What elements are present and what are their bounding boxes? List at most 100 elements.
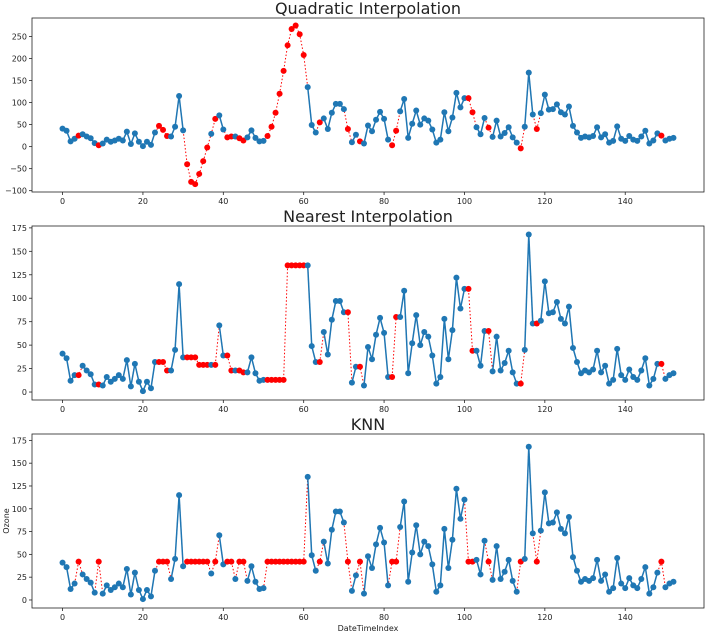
observed-point bbox=[421, 328, 428, 335]
observed-point bbox=[83, 367, 90, 374]
observed-point bbox=[573, 359, 580, 366]
observed-point bbox=[549, 519, 556, 526]
imputed-point bbox=[224, 352, 231, 359]
observed-point bbox=[324, 351, 331, 358]
imputed-point bbox=[284, 42, 291, 49]
observed-point bbox=[103, 374, 110, 381]
observed-point bbox=[453, 274, 460, 281]
observed-point bbox=[453, 485, 460, 492]
observed-point bbox=[168, 367, 175, 374]
y-tick-label: 125 bbox=[12, 482, 27, 491]
observed-point bbox=[445, 565, 452, 572]
observed-point bbox=[634, 376, 641, 383]
observed-point bbox=[557, 525, 564, 532]
observed-point bbox=[385, 136, 392, 143]
y-tick-label: 175 bbox=[12, 436, 27, 445]
observed-point bbox=[119, 375, 126, 382]
observed-point bbox=[304, 473, 311, 480]
observed-point bbox=[127, 140, 134, 147]
imputed-point bbox=[389, 142, 396, 149]
observed-point bbox=[99, 382, 106, 389]
observed-point bbox=[151, 567, 158, 574]
observed-point bbox=[377, 108, 384, 115]
y-tick-label: 25 bbox=[17, 365, 27, 374]
observed-point bbox=[473, 124, 480, 131]
observed-point bbox=[457, 305, 464, 312]
imputed-point bbox=[344, 309, 351, 316]
observed-point bbox=[654, 569, 661, 576]
observed-point bbox=[541, 278, 548, 285]
observed-point bbox=[610, 376, 617, 383]
observed-point bbox=[176, 92, 183, 99]
observed-point bbox=[521, 123, 528, 130]
observed-point bbox=[244, 134, 251, 141]
observed-point bbox=[365, 344, 371, 351]
imputed-point bbox=[276, 90, 283, 97]
y-tick-label: 25 bbox=[17, 573, 27, 582]
imputed-point bbox=[228, 558, 235, 565]
observed-point bbox=[208, 570, 215, 577]
observed-point bbox=[172, 555, 179, 562]
observed-point bbox=[477, 131, 484, 138]
observed-point bbox=[650, 375, 657, 382]
observed-point bbox=[401, 287, 408, 294]
observed-series-line bbox=[246, 563, 264, 590]
observed-point bbox=[312, 567, 319, 574]
observed-point bbox=[312, 129, 319, 136]
observed-point bbox=[147, 593, 154, 600]
observed-point bbox=[433, 380, 440, 387]
observed-point bbox=[216, 112, 223, 119]
imputed-point bbox=[292, 22, 299, 29]
imputed-point bbox=[658, 558, 665, 565]
observed-point bbox=[590, 366, 597, 373]
imputed-point bbox=[184, 161, 191, 168]
observed-point bbox=[115, 580, 122, 587]
observed-point bbox=[405, 578, 412, 585]
observed-point bbox=[421, 538, 428, 545]
observed-point bbox=[445, 356, 452, 363]
observed-point bbox=[381, 539, 388, 546]
observed-point bbox=[501, 359, 508, 366]
observed-point bbox=[248, 563, 255, 570]
observed-point bbox=[405, 370, 412, 377]
observed-point bbox=[429, 561, 436, 568]
observed-point bbox=[304, 84, 311, 91]
observed-point bbox=[622, 137, 629, 144]
observed-point bbox=[614, 345, 621, 352]
observed-point bbox=[569, 554, 576, 561]
observed-point bbox=[569, 122, 576, 129]
x-tick-label: 80 bbox=[379, 197, 389, 206]
observed-point bbox=[147, 385, 154, 392]
observed-point bbox=[232, 576, 239, 582]
observed-point bbox=[449, 114, 456, 121]
y-axis-label: Ozone bbox=[2, 508, 11, 533]
observed-point bbox=[598, 577, 605, 584]
observed-point bbox=[413, 107, 420, 114]
observed-point bbox=[425, 333, 432, 340]
x-tick-label: 140 bbox=[618, 613, 633, 622]
observed-point bbox=[541, 91, 548, 98]
observed-point bbox=[638, 133, 645, 140]
observed-point bbox=[216, 532, 223, 539]
observed-point bbox=[529, 530, 536, 537]
observed-point bbox=[614, 555, 621, 562]
imputed-point bbox=[485, 328, 492, 335]
imputed-point bbox=[288, 26, 295, 33]
observed-point bbox=[642, 127, 649, 134]
observed-point bbox=[441, 315, 448, 322]
observed-point bbox=[626, 133, 633, 140]
observed-point bbox=[320, 328, 327, 335]
observed-point bbox=[473, 347, 480, 354]
x-tick-label: 0 bbox=[60, 197, 65, 206]
observed-point bbox=[308, 552, 315, 559]
x-tick-label: 100 bbox=[457, 613, 472, 622]
observed-point bbox=[352, 131, 359, 138]
observed-point bbox=[457, 104, 464, 111]
observed-point bbox=[489, 368, 496, 375]
observed-point bbox=[557, 315, 564, 322]
observed-point bbox=[348, 379, 355, 386]
x-axis-label: DateTimeIndex bbox=[338, 624, 399, 633]
imputed-point bbox=[485, 124, 492, 131]
observed-point bbox=[493, 543, 500, 550]
imputed-point bbox=[316, 558, 323, 565]
